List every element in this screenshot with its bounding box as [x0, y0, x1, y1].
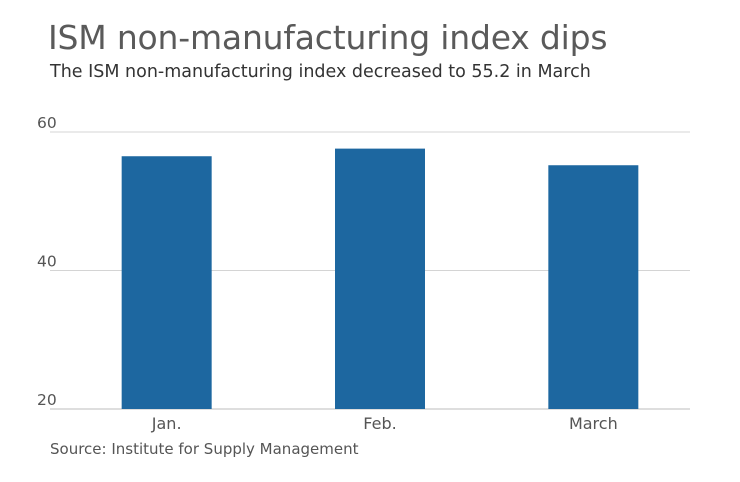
- x-tick-label: Feb.: [363, 414, 396, 433]
- x-axis-ticks: Jan. Feb. March: [151, 414, 618, 433]
- y-tick-label: 60: [37, 114, 57, 132]
- x-tick-label: March: [569, 414, 618, 433]
- bar-march: [548, 165, 639, 409]
- chart-subtitle: The ISM non-manufacturing index decrease…: [50, 62, 591, 82]
- y-tick-label: 40: [37, 253, 57, 271]
- bar-feb: [335, 148, 425, 409]
- bar-jan: [121, 156, 212, 409]
- y-tick-label: 20: [37, 391, 57, 409]
- bar-series: [121, 148, 639, 409]
- chart-source: Source: Institute for Supply Management: [50, 440, 359, 458]
- y-axis-ticks: 20 40 60: [37, 114, 57, 409]
- chart-title: ISM non-manufacturing index dips: [48, 18, 608, 57]
- x-tick-label: Jan.: [151, 414, 182, 433]
